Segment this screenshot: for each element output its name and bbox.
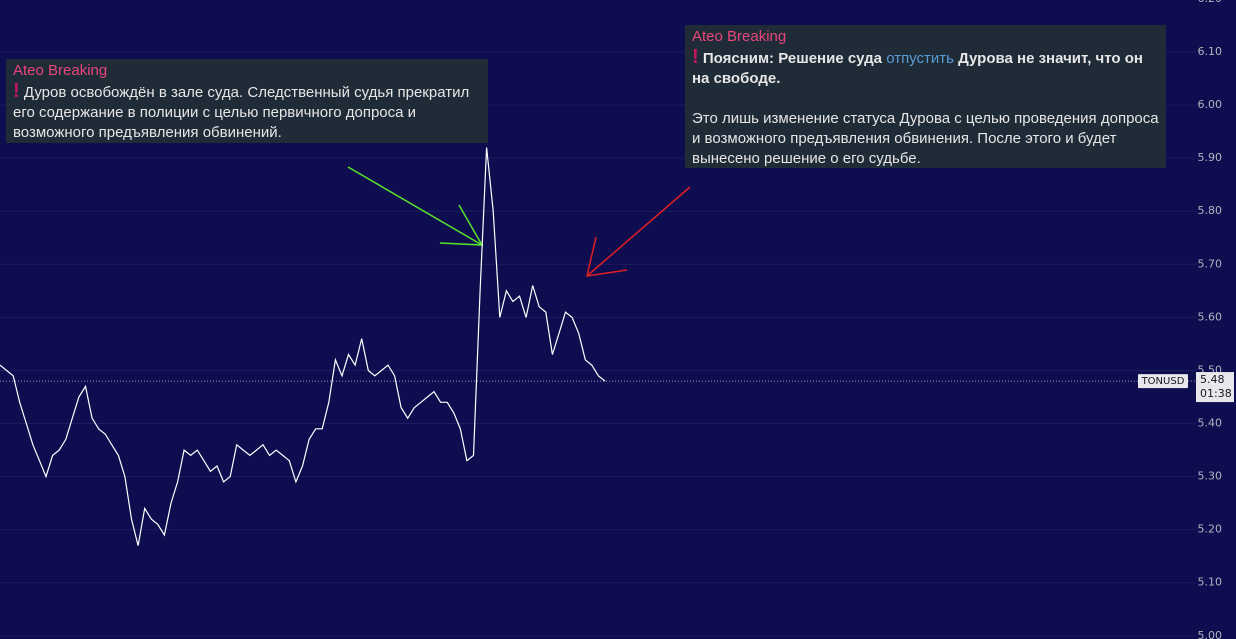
annotation-title: Ateo Breaking xyxy=(13,62,108,79)
annotation-title: Ateo Breaking xyxy=(692,28,787,45)
price-line xyxy=(0,147,606,546)
annotation-lead: Дурова не значит, что он на свободе. xyxy=(692,50,1143,87)
y-tick-label: 5.40 xyxy=(1198,417,1223,430)
annotation-text: Дуров освобождён в зале суда. Следственн… xyxy=(13,84,470,141)
annotation-lead: Поясним: Решение суда xyxy=(702,50,883,67)
y-tick-label: 5.20 xyxy=(1198,523,1223,536)
annotation-link[interactable]: отпустить xyxy=(886,50,954,67)
y-tick-label: 5.70 xyxy=(1198,257,1223,270)
y-tick-label: 6.10 xyxy=(1198,45,1223,58)
y-tick-label: 6.20 xyxy=(1198,0,1223,5)
y-tick-label: 5.60 xyxy=(1198,310,1223,323)
y-tick-label: 5.30 xyxy=(1198,470,1223,483)
red-arrow xyxy=(586,186,691,277)
countdown-label: 01:38 xyxy=(1200,387,1232,400)
annotation-text: Это лишь изменение статуса Дурова с цель… xyxy=(692,110,1159,167)
y-tick-label: 5.10 xyxy=(1198,576,1223,589)
symbol-tag xyxy=(1138,374,1188,389)
y-tick-label: 5.80 xyxy=(1198,204,1223,217)
green-arrow xyxy=(347,166,483,246)
last-price-label: 5.48 xyxy=(1200,373,1225,386)
y-tick-label: 5.90 xyxy=(1198,151,1223,164)
y-tick-label: 5.00 xyxy=(1198,629,1223,639)
icon: ! xyxy=(692,46,699,68)
annotation: Ateo Breaking ! Дуров освобождён в зале … xyxy=(6,59,488,143)
symbol-label: TONUSD xyxy=(1141,376,1185,387)
red-arrow-head xyxy=(586,236,628,277)
y-tick-label: 6.00 xyxy=(1198,98,1223,111)
annotation: Ateo Breaking ! Поясним: Решение суда от… xyxy=(685,25,1166,168)
icon: ! xyxy=(13,80,20,102)
price-tag xyxy=(1196,372,1234,403)
